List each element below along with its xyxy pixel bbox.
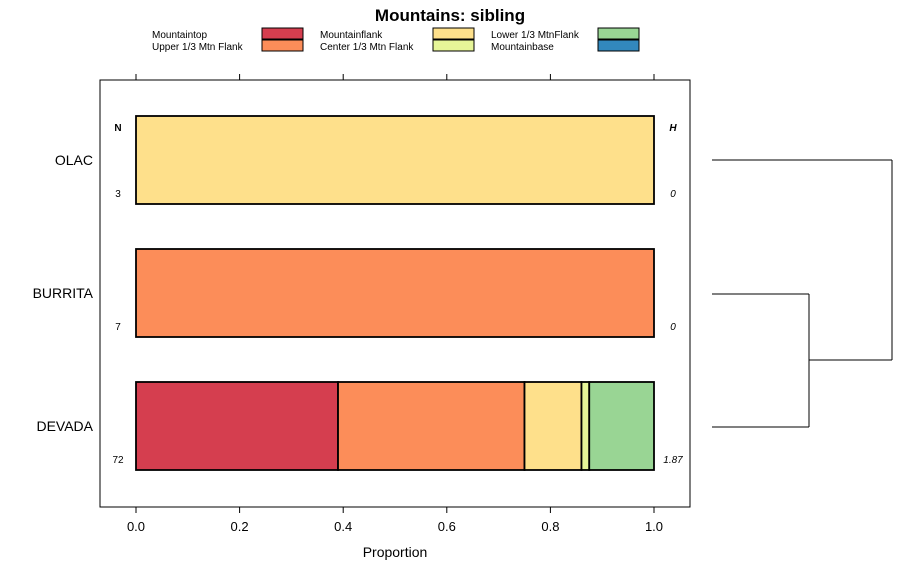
legend-label-center-1-3-mtn-flank: Center 1/3 Mtn Flank bbox=[320, 42, 414, 53]
x-tick-label: 0.4 bbox=[334, 519, 352, 534]
x-tick-label: 0.6 bbox=[438, 519, 456, 534]
chart-title: Mountains: sibling bbox=[375, 6, 525, 25]
x-tick-label: 0.2 bbox=[231, 519, 249, 534]
dendrogram bbox=[712, 159, 893, 428]
legend-swatch-upper-1-3-mtn-flank bbox=[261, 39, 304, 52]
legend-label-lower-1-3-mtnflank: Lower 1/3 MtnFlank bbox=[491, 30, 580, 41]
h-value-burrita: 0 bbox=[670, 322, 676, 333]
category-labels: OLAC BURRITA DEVADA bbox=[33, 152, 94, 434]
x-tick-label: 0.8 bbox=[541, 519, 559, 534]
legend-label-mountainflank: Mountainflank bbox=[320, 30, 383, 41]
bar-burrita-upper-1-3-mtn-flank bbox=[135, 248, 655, 338]
legend-swatch-mountainbase bbox=[597, 39, 640, 52]
legend-swatch-mountainflank bbox=[432, 27, 475, 40]
bar-olac-mountainflank bbox=[135, 115, 655, 205]
category-label-burrita: BURRITA bbox=[33, 285, 94, 301]
x-tick-label: 0.0 bbox=[127, 519, 145, 534]
legend-label-mountaintop: Mountaintop bbox=[152, 30, 207, 41]
top-axis bbox=[135, 74, 655, 80]
category-label-devada: DEVADA bbox=[36, 418, 93, 434]
h-header: H bbox=[669, 123, 677, 134]
bar-devada-mountainflank bbox=[523, 381, 583, 471]
legend-label-mountainbase: Mountainbase bbox=[491, 42, 554, 53]
plot-frame bbox=[99, 79, 691, 508]
legend-label-upper-1-3-mtn-flank: Upper 1/3 Mtn Flank bbox=[152, 42, 244, 53]
bottom-axis: 0.0 0.2 0.4 0.6 0.8 1.0 bbox=[127, 507, 663, 534]
bars bbox=[135, 115, 655, 471]
h-value-olac: 0 bbox=[670, 189, 676, 200]
h-value-devada: 1.87 bbox=[663, 455, 683, 466]
category-label-olac: OLAC bbox=[55, 152, 93, 168]
bar-devada-center-1-3-mtn-flank bbox=[580, 381, 591, 471]
legend-swatch-mountaintop bbox=[261, 27, 304, 40]
x-tick-label: 1.0 bbox=[645, 519, 663, 534]
legend-swatch-lower-1-3-mtnflank bbox=[597, 27, 640, 40]
bar-devada-mountaintop bbox=[135, 381, 339, 471]
n-value-devada: 72 bbox=[112, 455, 124, 466]
bar-devada-upper-1-3-mtn-flank bbox=[337, 381, 526, 471]
annotations: N H 3 0 7 0 72 1.87 bbox=[112, 123, 683, 466]
bar-devada-lower-1-3-mtnflank bbox=[588, 381, 655, 471]
n-header: N bbox=[114, 123, 121, 134]
n-value-olac: 3 bbox=[115, 189, 121, 200]
n-value-burrita: 7 bbox=[115, 322, 121, 333]
legend-swatch-center-1-3-mtn-flank bbox=[432, 39, 475, 52]
x-axis-label: Proportion bbox=[363, 544, 428, 560]
